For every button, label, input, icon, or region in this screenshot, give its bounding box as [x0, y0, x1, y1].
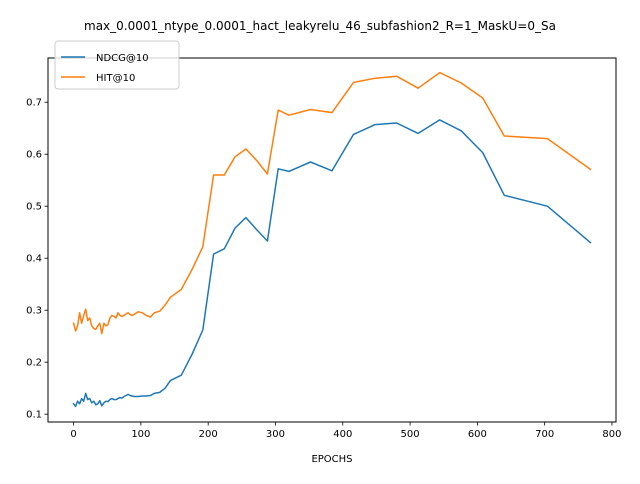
x-tick-label: 300: [266, 429, 285, 440]
x-tick-label: 200: [199, 429, 218, 440]
x-tick-label: 500: [401, 429, 420, 440]
y-tick-label: 0.1: [26, 410, 42, 421]
y-tick-label: 0.5: [26, 202, 42, 213]
plot-series: [72, 71, 592, 408]
series-line-ndcg: [72, 119, 592, 408]
y-tick-label: 0.6: [26, 150, 42, 161]
x-tick-label: 800: [602, 429, 621, 440]
x-tick-label: 100: [131, 429, 150, 440]
y-tick-label: 0.2: [26, 358, 42, 369]
series-line-hit: [72, 71, 592, 335]
y-tick-label: 0.7: [26, 98, 42, 109]
plot-frame: [47, 57, 617, 423]
y-tick-label: 0.3: [26, 306, 42, 317]
y-axis: 0.1 0.2 0.3 0.4 0.5 0.6 0.7: [26, 98, 48, 421]
x-tick-label: 600: [468, 429, 487, 440]
x-tick-label: 400: [333, 429, 352, 440]
legend-label: NDCG@10: [96, 53, 149, 64]
legend-box: [54, 40, 180, 90]
y-tick-label: 0.4: [26, 254, 42, 265]
x-tick-label: 700: [535, 429, 554, 440]
x-axis: 0 100 200 300 400 500 600 700 800: [70, 422, 622, 440]
chart-title: max_0.0001_ntype_0.0001_hact_leakyrelu_4…: [84, 19, 556, 33]
legend: NDCG@10 HIT@10: [54, 40, 180, 90]
x-tick-label: 0: [70, 429, 76, 440]
x-axis-label: EPOCHS: [311, 454, 352, 465]
legend-label: HIT@10: [96, 73, 135, 84]
